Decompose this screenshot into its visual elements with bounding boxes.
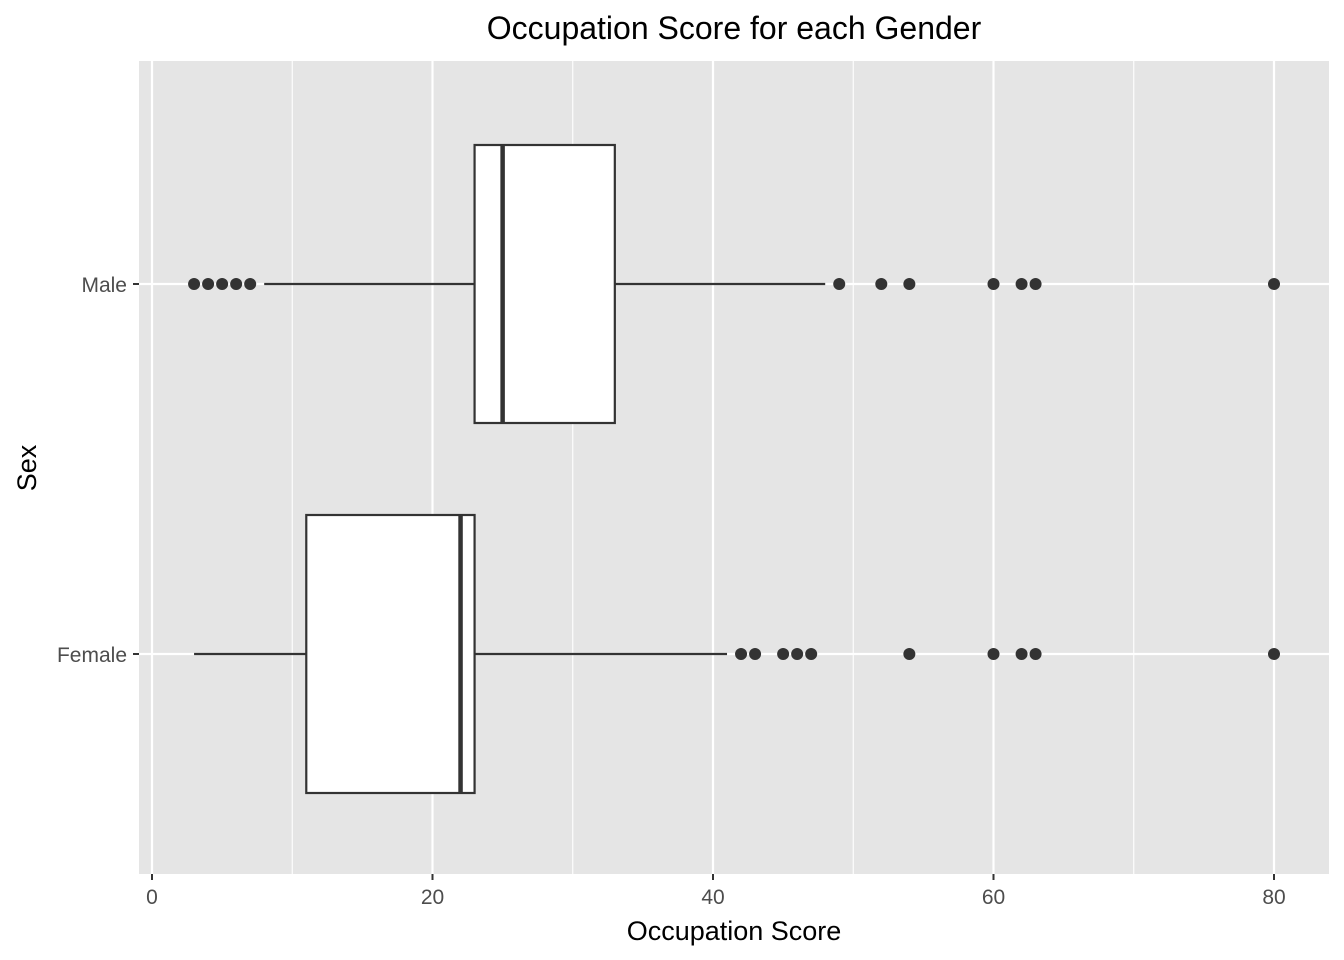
x-tick-label: 80 bbox=[1262, 886, 1285, 909]
x-axis: 0 20 40 60 80 bbox=[146, 874, 1286, 909]
y-tick-label: Female bbox=[57, 644, 127, 667]
outlier-point bbox=[202, 278, 215, 290]
outlier-point bbox=[903, 648, 916, 660]
box bbox=[305, 513, 476, 795]
outlier-point bbox=[1015, 278, 1028, 290]
x-tick-label: 40 bbox=[701, 886, 724, 909]
outlier-point bbox=[987, 278, 1000, 290]
outlier-point bbox=[805, 648, 818, 660]
y-axis: Male Female bbox=[57, 274, 139, 667]
outlier-point bbox=[735, 648, 748, 660]
outlier-point bbox=[777, 648, 790, 660]
x-tick-label: 60 bbox=[982, 886, 1005, 909]
box bbox=[473, 143, 616, 425]
outlier-point bbox=[1268, 278, 1280, 290]
outlier-point bbox=[903, 278, 916, 290]
outlier-point bbox=[875, 278, 888, 290]
outlier-point bbox=[216, 278, 229, 290]
x-tick-label: 20 bbox=[421, 886, 444, 909]
box-series bbox=[188, 143, 1280, 795]
outlier-point bbox=[1015, 648, 1028, 660]
outlier-point bbox=[244, 278, 257, 290]
outlier-point bbox=[188, 278, 201, 290]
box-group-female bbox=[194, 513, 1280, 795]
outlier-point bbox=[1029, 648, 1042, 660]
y-axis-title: Sex bbox=[12, 444, 42, 491]
x-axis-title: Occupation Score bbox=[627, 916, 842, 946]
x-tick-label: 0 bbox=[146, 886, 158, 909]
y-tick-label: Male bbox=[81, 274, 127, 297]
outlier-point bbox=[1029, 278, 1042, 290]
outlier-point bbox=[987, 648, 1000, 660]
outlier-point bbox=[1268, 648, 1280, 660]
outlier-point bbox=[791, 648, 804, 660]
outlier-point bbox=[749, 648, 762, 660]
box-group-male bbox=[188, 143, 1280, 425]
chart-title: Occupation Score for each Gender bbox=[487, 10, 982, 46]
outlier-point bbox=[230, 278, 243, 290]
outlier-point bbox=[833, 278, 846, 290]
